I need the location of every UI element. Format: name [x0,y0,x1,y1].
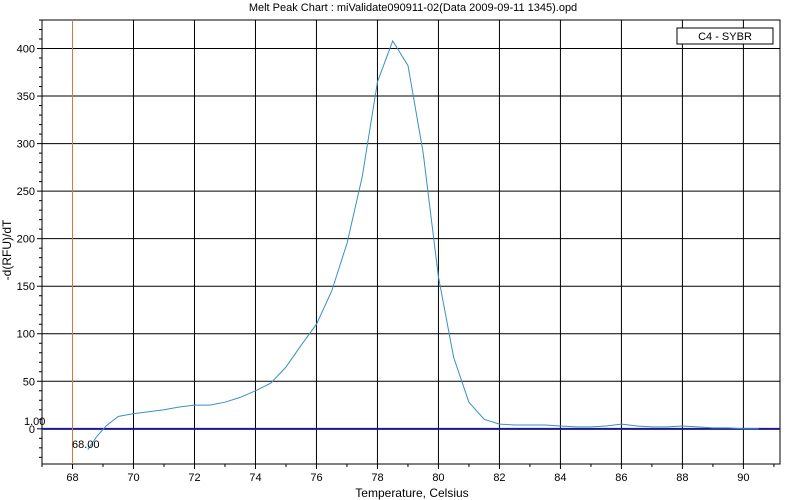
y-tick-label: 0 [29,424,35,436]
x-tick-label: 74 [249,472,261,484]
legend[interactable]: C4 - SYBR [676,27,774,45]
x-tick-label: 78 [371,472,383,484]
y-tick-label: 300 [17,139,35,151]
y-tick-label: 200 [17,234,35,246]
x-tick-label: 86 [615,472,627,484]
plot-area-frame [41,19,781,465]
y-axis-title: -d(RFU)/dT [0,219,14,280]
y-tick-label: 100 [17,329,35,341]
y-tick-label: 250 [17,186,35,198]
x-axis-ticks: 68 70 72 74 76 78 80 82 84 86 88 90 [41,464,775,484]
melt-curve-line [87,39,759,450]
x-tick-label: 90 [737,472,749,484]
x-tick-label: 76 [310,472,322,484]
chart-title: Melt Peak Chart : miValidate090911-02(Da… [249,2,577,14]
y-tick-label: 150 [17,281,35,293]
x-tick-label: 84 [554,472,566,484]
x-tick-label: 88 [676,472,688,484]
cursor-x-readout: 68.00 [72,439,100,451]
x-tick-label: 70 [127,472,139,484]
x-axis-title: Temperature, Celsius [355,486,468,500]
x-tick-label: 72 [188,472,200,484]
x-tick-label: 82 [493,472,505,484]
legend-box [676,27,774,45]
legend-entry-c4-sybr: C4 - SYBR [698,31,752,43]
y-tick-label: 400 [17,44,35,56]
x-tick-label: 80 [432,472,444,484]
x-tick-label: 68 [66,472,78,484]
cursor-y-readout: 1.00 [24,416,45,428]
y-tick-label: 350 [17,91,35,103]
y-tick-label: 50 [23,376,35,388]
